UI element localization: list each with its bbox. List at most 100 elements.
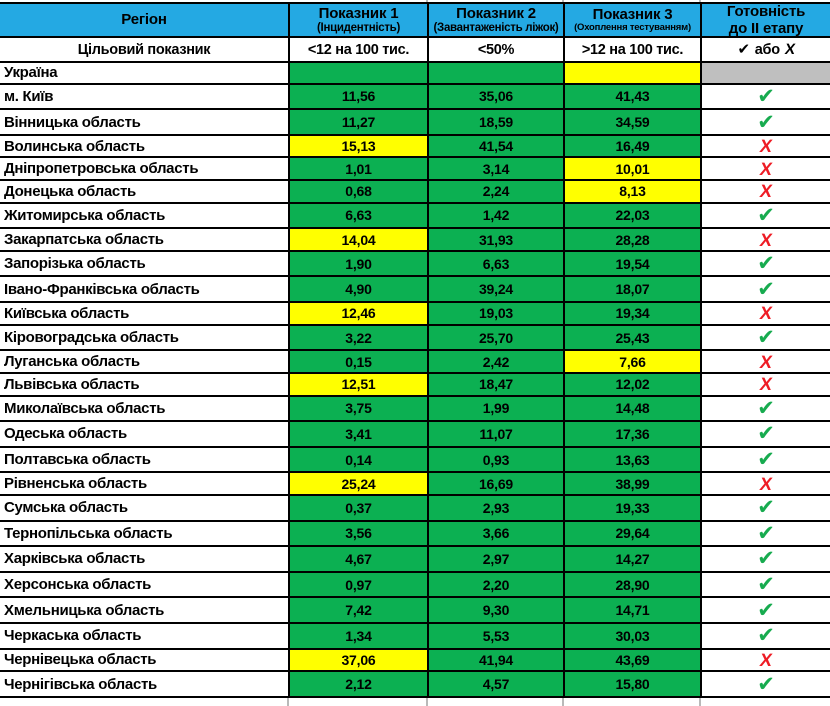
indicator2-cell[interactable]: 2,42 [427, 351, 563, 372]
indicator3-cell[interactable]: 34,59 [563, 110, 700, 134]
region-cell[interactable]: Івано-Франківська область [0, 277, 288, 302]
indicator3-cell[interactable]: 12,02 [563, 373, 700, 395]
region-cell[interactable]: Житомирська область [0, 203, 288, 228]
indicator2-cell[interactable]: 1,42 [427, 203, 563, 228]
indicator3-cell[interactable]: 14,48 [563, 396, 700, 421]
indicator1-cell[interactable]: 25,24 [288, 473, 427, 494]
readiness-cell[interactable]: ✔ [700, 598, 830, 623]
indicator3-cell[interactable]: 10,01 [563, 158, 700, 180]
indicator1-cell[interactable]: 1,01 [288, 158, 427, 180]
region-cell[interactable]: Кіровоградська область [0, 325, 288, 350]
indicator1-cell[interactable]: 4,67 [288, 547, 427, 571]
readiness-cell[interactable]: ✔ [700, 277, 830, 302]
target-indicator3-cell[interactable]: >12 на 100 тис. [563, 38, 700, 61]
readiness-cell[interactable]: Х [700, 351, 830, 372]
readiness-cell[interactable]: Х [700, 649, 830, 671]
region-cell[interactable]: Україна [0, 63, 288, 83]
indicator3-cell[interactable]: 22,03 [563, 203, 700, 228]
indicator1-cell[interactable]: 0,68 [288, 181, 427, 202]
indicator3-cell[interactable]: 19,34 [563, 303, 700, 324]
readiness-cell[interactable]: ✔ [700, 251, 830, 276]
region-cell[interactable]: Тернопільська область [0, 521, 288, 546]
region-cell[interactable]: Чернівецька область [0, 649, 288, 671]
region-cell[interactable]: Харківська область [0, 547, 288, 571]
region-cell[interactable]: Закарпатська область [0, 229, 288, 250]
indicator2-cell[interactable]: 16,69 [427, 473, 563, 494]
region-cell[interactable]: Київська область [0, 303, 288, 324]
indicator3-cell[interactable]: 14,27 [563, 547, 700, 571]
indicator3-cell[interactable]: 28,28 [563, 229, 700, 250]
indicator1-cell[interactable]: 1,34 [288, 624, 427, 648]
indicator2-cell[interactable]: 1,99 [427, 396, 563, 421]
readiness-cell[interactable]: ✔ [700, 547, 830, 571]
indicator2-cell[interactable]: 3,14 [427, 158, 563, 180]
header-indicator1[interactable]: Показник 1 (Інцидентність) [288, 4, 427, 36]
region-cell[interactable]: Львівська область [0, 373, 288, 395]
indicator3-cell[interactable]: 13,63 [563, 447, 700, 472]
indicator2-cell[interactable]: 9,30 [427, 598, 563, 623]
indicator1-cell[interactable]: 14,04 [288, 229, 427, 250]
region-cell[interactable]: м. Київ [0, 84, 288, 109]
indicator1-cell[interactable]: 0,15 [288, 351, 427, 372]
indicator3-cell[interactable]: 41,43 [563, 84, 700, 109]
indicator1-cell[interactable]: 0,14 [288, 447, 427, 472]
header-region[interactable]: Регіон [0, 4, 288, 36]
readiness-cell[interactable]: ✔ [700, 624, 830, 648]
indicator1-cell[interactable]: 37,06 [288, 649, 427, 671]
readiness-cell[interactable]: Х [700, 229, 830, 250]
region-cell[interactable]: Запорізька область [0, 251, 288, 276]
indicator1-cell[interactable]: 12,46 [288, 303, 427, 324]
indicator1-cell[interactable] [288, 63, 427, 83]
indicator2-cell[interactable]: 25,70 [427, 325, 563, 350]
readiness-cell[interactable]: Х [700, 158, 830, 180]
target-readiness-cell[interactable]: ✔ або Х [700, 38, 830, 61]
readiness-cell[interactable]: ✔ [700, 572, 830, 597]
region-cell[interactable]: Хмельницька область [0, 598, 288, 623]
readiness-cell[interactable]: Х [700, 181, 830, 202]
indicator2-cell[interactable]: 11,07 [427, 422, 563, 446]
indicator2-cell[interactable]: 18,59 [427, 110, 563, 134]
region-cell[interactable]: Рівненська область [0, 473, 288, 494]
header-indicator3[interactable]: Показник 3 (Охоплення тестуванням) [563, 4, 700, 36]
readiness-cell[interactable] [700, 63, 830, 83]
region-cell[interactable]: Миколаївська область [0, 396, 288, 421]
region-cell[interactable]: Одеська область [0, 422, 288, 446]
indicator2-cell[interactable]: 6,63 [427, 251, 563, 276]
indicator1-cell[interactable]: 6,63 [288, 203, 427, 228]
indicator3-cell[interactable]: 19,33 [563, 495, 700, 520]
readiness-cell[interactable]: Х [700, 373, 830, 395]
indicator1-cell[interactable]: 0,97 [288, 572, 427, 597]
region-cell[interactable]: Вінницька область [0, 110, 288, 134]
region-cell[interactable]: Полтавська область [0, 447, 288, 472]
indicator3-cell[interactable]: 43,69 [563, 649, 700, 671]
indicator2-cell[interactable]: 35,06 [427, 84, 563, 109]
indicator1-cell[interactable]: 3,22 [288, 325, 427, 350]
header-indicator2[interactable]: Показник 2 (Завантаженість ліжок) [427, 4, 563, 36]
indicator2-cell[interactable]: 2,20 [427, 572, 563, 597]
indicator1-cell[interactable]: 15,13 [288, 135, 427, 157]
indicator2-cell[interactable]: 39,24 [427, 277, 563, 302]
indicator2-cell[interactable]: 19,03 [427, 303, 563, 324]
region-cell[interactable]: Волинська область [0, 135, 288, 157]
indicator1-cell[interactable]: 0,37 [288, 495, 427, 520]
indicator3-cell[interactable]: 29,64 [563, 521, 700, 546]
target-indicator2-cell[interactable]: <50% [427, 38, 563, 61]
indicator1-cell[interactable]: 2,12 [288, 672, 427, 696]
indicator1-cell[interactable]: 1,90 [288, 251, 427, 276]
readiness-cell[interactable]: ✔ [700, 110, 830, 134]
indicator3-cell[interactable]: 30,03 [563, 624, 700, 648]
indicator2-cell[interactable]: 2,97 [427, 547, 563, 571]
readiness-cell[interactable]: ✔ [700, 521, 830, 546]
indicator3-cell[interactable]: 18,07 [563, 277, 700, 302]
indicator2-cell[interactable]: 18,47 [427, 373, 563, 395]
indicator1-cell[interactable]: 7,42 [288, 598, 427, 623]
region-cell[interactable]: Сумська область [0, 495, 288, 520]
indicator1-cell[interactable]: 3,75 [288, 396, 427, 421]
indicator3-cell[interactable]: 16,49 [563, 135, 700, 157]
indicator3-cell[interactable]: 17,36 [563, 422, 700, 446]
indicator3-cell[interactable]: 7,66 [563, 351, 700, 372]
readiness-cell[interactable]: ✔ [700, 422, 830, 446]
indicator3-cell[interactable]: 28,90 [563, 572, 700, 597]
readiness-cell[interactable]: ✔ [700, 396, 830, 421]
indicator1-cell[interactable]: 11,27 [288, 110, 427, 134]
